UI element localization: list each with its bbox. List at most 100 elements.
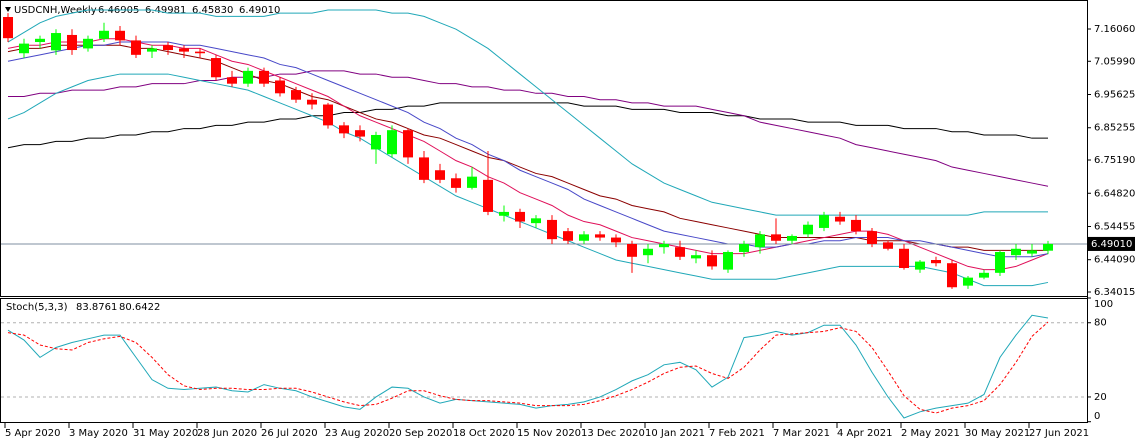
x-tick-label: 26 Jul 2020 (261, 428, 318, 439)
y-tick-label: 100 (1094, 299, 1113, 310)
stoch-line (7, 314, 1049, 419)
x-tick-label: 18 Oct 2020 (453, 428, 515, 439)
candle-body (291, 90, 301, 100)
x-tick-label: 10 Jan 2021 (645, 428, 705, 439)
candle-body (771, 234, 781, 241)
x-tick-label: 30 May 2021 (965, 428, 1030, 439)
menu-arrow (5, 7, 11, 12)
candle-body (1011, 248, 1021, 256)
candle-body (947, 263, 957, 288)
candle-body (867, 231, 877, 244)
candle-body (451, 178, 461, 188)
candle-body (659, 243, 669, 248)
y-tick-label: 6.44090 (1094, 255, 1135, 266)
candle-body (835, 216, 845, 222)
candle-body (435, 170, 445, 180)
x-tick-label: 3 May 2020 (69, 428, 128, 439)
stoch-k-value: 83.8761 (76, 302, 117, 313)
candle-body (979, 272, 989, 278)
stoch-line (7, 321, 1049, 414)
candle-body (803, 224, 813, 235)
candle-body (163, 45, 173, 51)
y-tick-label: 20 (1094, 392, 1107, 403)
candle-body (595, 234, 605, 238)
candle-body (131, 40, 141, 55)
candle-body (195, 51, 205, 54)
candle-body (67, 34, 77, 51)
y-tick-label: 80 (1094, 318, 1107, 329)
candle-body (963, 277, 973, 286)
candle-body (51, 33, 61, 51)
candle-body (675, 247, 685, 257)
last-price-label: 6.49010 (1091, 239, 1132, 250)
candle-body (371, 134, 381, 150)
y-tick-label: 6.85255 (1094, 123, 1135, 134)
candle-body (355, 130, 365, 137)
y-tick-label: 6.75190 (1094, 155, 1135, 166)
candle-body (227, 77, 237, 84)
candle-body (499, 211, 509, 216)
candle-body (323, 104, 333, 126)
x-tick-label: 7 Mar 2021 (773, 428, 830, 439)
candle-body (627, 243, 637, 257)
ohlc-low: 6.45830 (192, 5, 233, 16)
indicator-line (8, 70, 1049, 187)
candle-body (691, 255, 701, 259)
candle-body (579, 234, 589, 241)
y-tick-label: 7.16060 (1094, 24, 1135, 35)
candle-body (483, 179, 493, 212)
ohlc-open: 6.46905 (98, 5, 139, 16)
x-tick-label: 5 Apr 2020 (5, 428, 60, 439)
indicator-line (7, 102, 1048, 149)
candle-body (3, 17, 13, 39)
candle-body (851, 219, 861, 232)
x-tick-label: 23 Aug 2020 (325, 428, 389, 439)
candle-body (243, 70, 253, 84)
candle-body (563, 231, 573, 241)
ohlc-high: 6.49981 (145, 5, 186, 16)
candle-body (995, 251, 1005, 273)
y-tick-label: 6.34015 (1094, 287, 1135, 298)
candle-body (115, 30, 125, 41)
candle-body (707, 255, 717, 267)
x-tick-label: 13 Dec 2020 (581, 428, 645, 439)
candle-body (531, 218, 541, 224)
candle-body (515, 211, 525, 222)
candle-body (723, 251, 733, 270)
candle-body (387, 130, 397, 155)
candle-body (819, 215, 829, 228)
candle-body (147, 48, 157, 52)
candle-body (307, 99, 317, 105)
candle-body (739, 243, 749, 252)
candle-body (179, 48, 189, 52)
candle-body (419, 157, 429, 180)
candle-body (259, 70, 269, 84)
x-tick-label: 27 Jun 2021 (1029, 428, 1089, 439)
indicator-line (7, 9, 1048, 216)
candle-body (899, 248, 909, 269)
x-tick-label: 2 May 2021 (901, 428, 960, 439)
candle-body (611, 237, 621, 243)
x-tick-label: 4 Apr 2021 (837, 428, 892, 439)
candle-body (1027, 250, 1037, 254)
y-tick-label: 6.64820 (1094, 188, 1135, 199)
candle-body (403, 130, 413, 158)
stoch-d-value: 80.6422 (119, 302, 160, 313)
candle-body (547, 219, 557, 240)
candle-body (883, 242, 893, 249)
candle-body (1043, 243, 1053, 251)
y-tick-label: 6.95625 (1094, 90, 1135, 101)
candle-body (467, 176, 477, 188)
candle-body (787, 235, 797, 241)
x-tick-label: 31 May 2020 (133, 428, 198, 439)
ohlc-close: 6.49010 (239, 5, 280, 16)
candle-body (19, 43, 29, 54)
candle-body (643, 248, 653, 256)
candle-body (755, 234, 765, 248)
candle-body (915, 261, 925, 270)
x-tick-label: 28 Jun 2020 (197, 428, 257, 439)
chart-title: USDCNH,Weekly (14, 5, 97, 16)
x-tick-label: 15 Nov 2020 (517, 428, 581, 439)
candle-body (211, 58, 221, 78)
